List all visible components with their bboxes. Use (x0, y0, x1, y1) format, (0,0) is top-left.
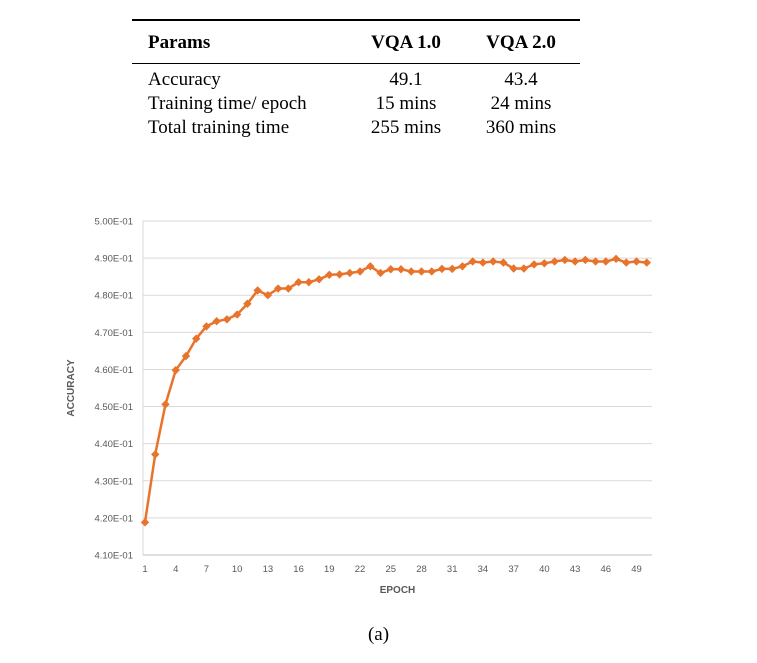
x-tick-label: 7 (204, 564, 209, 575)
data-point-marker (366, 262, 375, 271)
data-point-marker (407, 267, 416, 276)
row-vqa1-value: 15 mins (375, 93, 437, 114)
data-point-marker (448, 264, 457, 274)
data-point-marker (273, 284, 283, 293)
table-top-rule (132, 19, 580, 21)
data-point-marker (181, 351, 191, 361)
y-tick-label: 5.00E-01 (94, 217, 133, 228)
x-tick-label: 40 (539, 564, 550, 575)
data-point-marker (642, 258, 651, 267)
row-label: Accuracy (148, 69, 221, 90)
data-point-marker (376, 268, 385, 278)
y-tick-label: 4.60E-01 (94, 365, 133, 376)
data-point-marker (529, 260, 539, 269)
data-point-marker (243, 299, 252, 308)
data-point-marker (253, 286, 262, 295)
data-point-marker (458, 262, 467, 271)
x-tick-label: 37 (508, 564, 519, 575)
x-tick-label: 31 (447, 564, 458, 575)
y-tick-label: 4.70E-01 (94, 328, 133, 339)
x-tick-label: 34 (478, 564, 489, 575)
x-tick-label: 19 (324, 564, 335, 575)
x-tick-label: 22 (355, 564, 366, 575)
data-point-marker (212, 317, 221, 326)
data-point-marker (468, 257, 477, 266)
data-point-marker (335, 270, 344, 279)
data-point-marker (519, 264, 529, 273)
y-tick-label: 4.30E-01 (94, 476, 133, 487)
data-point-marker (581, 255, 590, 265)
x-tick-label: 28 (416, 564, 427, 575)
data-point-marker (140, 518, 150, 527)
data-point-marker (417, 267, 426, 276)
data-point-marker (263, 291, 273, 300)
data-point-marker (560, 255, 570, 265)
y-tick-label: 4.80E-01 (94, 291, 133, 302)
data-point-marker (427, 267, 436, 276)
data-point-marker (386, 265, 395, 274)
x-tick-label: 49 (631, 564, 642, 575)
data-point-marker (622, 258, 631, 267)
row-vqa2-value: 43.4 (504, 69, 538, 90)
y-tick-label: 4.10E-01 (94, 551, 133, 562)
data-point-marker (437, 264, 447, 274)
data-point-marker (632, 257, 641, 266)
header-vqa2: VQA 2.0 (486, 32, 556, 53)
data-point-marker (314, 275, 324, 284)
x-tick-label: 4 (173, 564, 178, 575)
y-tick-label: 4.50E-01 (94, 402, 133, 413)
data-point-marker (396, 265, 406, 274)
x-tick-label: 43 (570, 564, 581, 575)
data-point-marker (161, 400, 170, 409)
y-tick-label: 4.20E-01 (94, 513, 133, 524)
y-axis-title: ACCURACY (66, 359, 77, 417)
x-axis-title: EPOCH (380, 585, 416, 596)
row-vqa1-value: 49.1 (389, 69, 423, 90)
header-vqa1: VQA 1.0 (371, 32, 441, 53)
x-tick-label: 1 (142, 564, 147, 575)
x-tick-label: 46 (601, 564, 612, 575)
data-point-marker (570, 257, 580, 266)
data-point-marker (304, 278, 314, 287)
x-tick-label: 10 (232, 564, 243, 575)
x-tick-label: 16 (293, 564, 304, 575)
figure-caption: (a) (367, 624, 390, 645)
row-label: Total training time (148, 117, 290, 138)
data-point-marker (345, 268, 354, 278)
data-point-marker (284, 284, 293, 293)
data-point-marker (478, 258, 488, 267)
data-point-marker (550, 257, 559, 266)
data-point-marker (355, 267, 365, 276)
data-point-marker (611, 254, 621, 264)
accuracy-series-line (143, 257, 647, 523)
data-point-marker (540, 259, 549, 268)
data-point-marker (509, 264, 518, 273)
row-label: Training time/ epoch (148, 93, 307, 114)
data-point-marker (499, 258, 508, 267)
data-point-marker (232, 310, 242, 319)
data-point-marker (325, 270, 334, 280)
row-vqa2-value: 360 mins (485, 117, 557, 138)
row-vqa2-value: 24 mins (490, 93, 552, 114)
data-point-marker (171, 365, 180, 375)
data-point-marker (294, 278, 303, 287)
y-tick-label: 4.40E-01 (94, 439, 133, 450)
row-vqa1-value: 255 mins (370, 117, 442, 138)
table-mid-rule (132, 63, 580, 64)
accuracy-line-chart: 4.10E-01 4.20E-01 4.30E-01 4.40E-01 4.50E-01… (66, 217, 652, 596)
y-tick-label: 4.90E-01 (94, 254, 133, 265)
data-point-marker (222, 315, 232, 324)
header-params: Params (148, 32, 211, 53)
data-point-marker (601, 257, 610, 266)
data-point-marker (151, 450, 160, 459)
data-point-marker (591, 257, 600, 266)
x-tick-label: 25 (385, 564, 396, 575)
x-tick-label: 13 (263, 564, 274, 575)
data-point-marker (202, 322, 211, 331)
data-point-marker (488, 257, 498, 266)
data-point-marker (192, 334, 201, 343)
